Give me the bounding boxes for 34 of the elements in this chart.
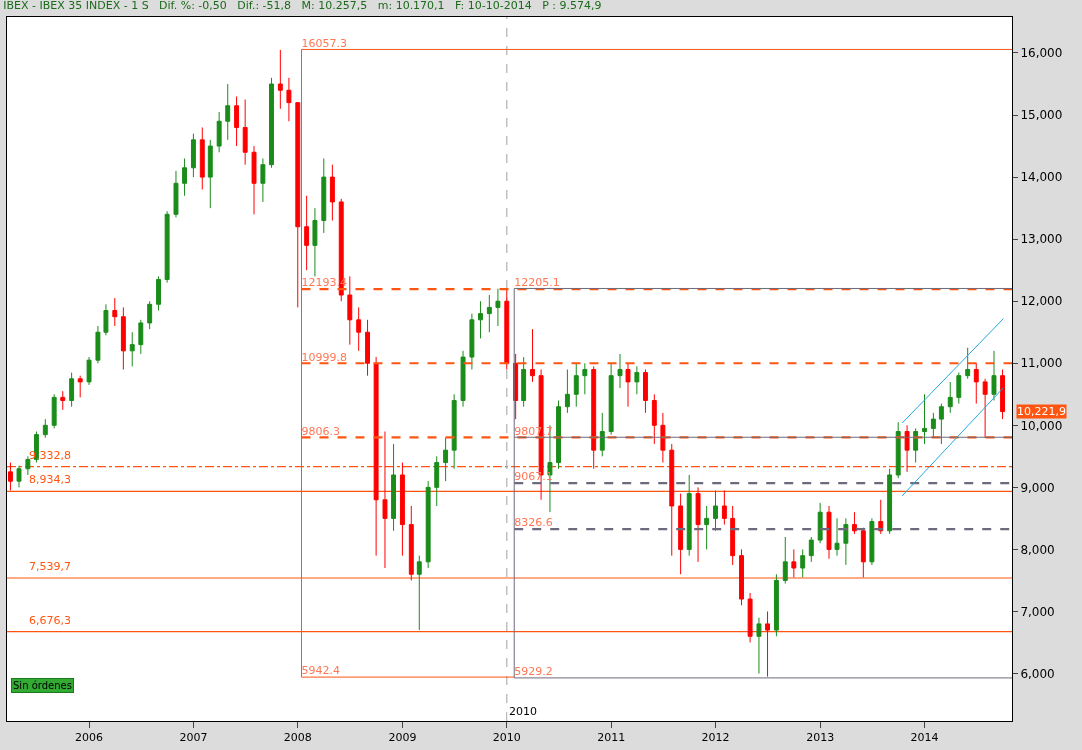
y-tick-label: 9,000 xyxy=(1020,480,1055,495)
x-tick-label: 2008 xyxy=(283,731,312,745)
x-tick-label: 2014 xyxy=(910,731,939,745)
annotation: 9806.3 xyxy=(301,424,340,438)
annotation: 5929.2 xyxy=(514,665,553,679)
y-tick-label: 14,000 xyxy=(1020,170,1063,185)
y-tick-label: 16,000 xyxy=(1020,46,1063,61)
ref-line-label: 6,676,3 xyxy=(29,614,71,627)
y-tick-label: 10,000 xyxy=(1020,418,1063,433)
x-tick-label: 2007 xyxy=(179,731,208,745)
annotation: Sin órdenes xyxy=(13,680,72,691)
x-tick-label: 2011 xyxy=(597,731,626,745)
annotation: 10999.8 xyxy=(301,350,347,364)
ref-line-label: 2010 xyxy=(509,705,537,718)
y-tick-label: 13,000 xyxy=(1020,232,1063,247)
x-tick-label: 2010 xyxy=(492,731,521,745)
y-tick-label: 15,000 xyxy=(1020,108,1063,123)
x-tick-label: 2012 xyxy=(701,731,730,745)
x-tick-label: 2009 xyxy=(388,731,417,745)
text: 10,221,9 xyxy=(1017,405,1066,418)
annotation: 5942.4 xyxy=(301,664,340,678)
chart-title: IBEX - IBEX 35 INDEX - 1 S Dif. %: -0,50 Dif.: -51,8 M: 10.257,5 m: 10.170,1 F: 10-10-2014 P : 9.574,9 xyxy=(3,0,602,13)
annotation: 12205.1 xyxy=(514,275,560,289)
x-tick-label: 2006 xyxy=(75,731,104,745)
annotation: 8326.6 xyxy=(514,516,553,530)
y-tick-label: 7,000 xyxy=(1020,604,1055,619)
ref-line-label: 8,934,3 xyxy=(29,473,71,486)
annotation: 16057.3 xyxy=(301,36,347,50)
y-tick-label: 6,000 xyxy=(1020,666,1055,681)
y-tick-label: 8,000 xyxy=(1020,542,1055,557)
y-tick-label: 12,000 xyxy=(1020,294,1063,309)
y-tick-label: 11,000 xyxy=(1020,356,1063,371)
ref-line-label: 7,539,7 xyxy=(29,560,71,573)
x-tick-label: 2013 xyxy=(806,731,835,745)
